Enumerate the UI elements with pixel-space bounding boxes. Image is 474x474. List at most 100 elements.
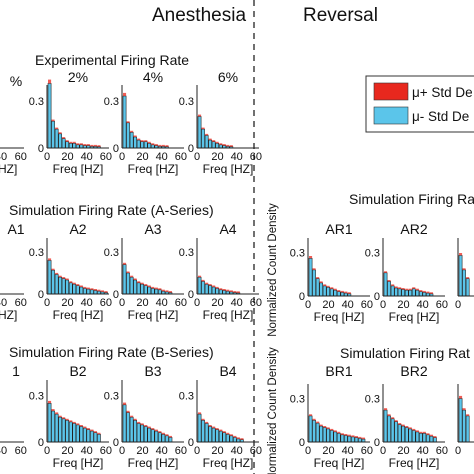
bar-2-5 xyxy=(140,141,145,149)
bar-6-3 xyxy=(133,279,138,295)
panel-title-1: 2% xyxy=(68,69,88,85)
std-cap-6-7 xyxy=(147,285,151,287)
bar-7-7 xyxy=(222,290,227,295)
ytick-0.3-15: 0.3 xyxy=(290,394,305,406)
ytick-0.3-10: 0.3 xyxy=(104,391,119,403)
bar-16-7 xyxy=(408,428,413,443)
ytick-0-10: 0 xyxy=(113,437,119,449)
std-cap-2-11 xyxy=(161,144,165,147)
std-cap-5-4 xyxy=(62,277,66,279)
std-cap-11-3 xyxy=(208,425,212,427)
ytick-0-6: 0 xyxy=(113,289,119,301)
std-cap-6-13 xyxy=(168,291,172,293)
std-cap-13-10 xyxy=(419,290,423,292)
std-cap-6-6 xyxy=(144,284,148,286)
xtick-20-15: 20 xyxy=(322,445,334,457)
std-cap-15-3 xyxy=(319,424,323,427)
std-cap-9-9 xyxy=(79,425,83,427)
std-cap-11-5 xyxy=(215,428,219,430)
panel-title-8: 1 xyxy=(12,363,20,379)
xlabel-0: [HZ] xyxy=(0,162,17,176)
panel-title-13: AR2 xyxy=(400,221,427,237)
xtick-60-9: 60 xyxy=(100,445,112,457)
xtick-20-7: 20 xyxy=(211,297,223,309)
bar-12-5 xyxy=(326,286,331,297)
xlabel-7: Freq [HZ] xyxy=(203,308,254,322)
bar-15-7 xyxy=(333,431,338,443)
std-cap-15-11 xyxy=(347,434,351,437)
std-cap-9-11 xyxy=(86,428,90,430)
bar-5-11 xyxy=(86,288,91,295)
std-cap-5-14 xyxy=(97,289,101,292)
bar-16-8 xyxy=(411,430,416,443)
xtick-0-7: 0 xyxy=(194,297,200,309)
bar-6-5 xyxy=(140,283,145,295)
std-cap-7-6 xyxy=(219,288,223,290)
bar-1-2 xyxy=(54,128,59,149)
std-cap-7-5 xyxy=(215,286,219,289)
bar-9-7 xyxy=(72,423,77,443)
bar-9-6 xyxy=(68,421,73,443)
std-cap-3-5 xyxy=(215,141,219,144)
std-cap-5-8 xyxy=(76,284,80,286)
xtick-0-14: 0 xyxy=(455,299,461,311)
panel-title-5: A2 xyxy=(69,221,86,237)
xtick-0-12: 0 xyxy=(305,299,311,311)
std-cap-13-1 xyxy=(387,280,391,282)
std-cap-2-1 xyxy=(126,121,130,123)
ytick-0.3-5: 0.3 xyxy=(29,247,44,259)
bar-10-9 xyxy=(154,430,159,443)
xlabel-9: Freq [HZ] xyxy=(53,456,104,470)
bar-5-5 xyxy=(65,279,69,295)
bar-9-3 xyxy=(58,416,62,443)
bar-11-6 xyxy=(218,430,223,443)
std-cap-1-3 xyxy=(58,132,62,134)
bar-15-4 xyxy=(322,427,327,443)
std-cap-5-10 xyxy=(83,286,87,289)
row-title-reversal-a: Simulation Firing Rat xyxy=(349,191,474,207)
std-cap-17-1 xyxy=(462,408,466,411)
panel-title-2: 4% xyxy=(143,69,163,85)
bar-9-13 xyxy=(93,432,98,443)
bar-2-2 xyxy=(129,132,134,149)
bar-13-11 xyxy=(422,292,427,297)
std-cap-16-10 xyxy=(419,431,423,434)
panel-14: 0 xyxy=(455,238,474,311)
ytick-0-11: 0 xyxy=(188,437,194,449)
xtick-40-12: 40 xyxy=(342,299,354,311)
std-cap-6-5 xyxy=(140,282,144,285)
std-cap-1-9 xyxy=(79,143,83,145)
bar-16-0 xyxy=(383,409,388,443)
xlabel-10: Freq [HZ] xyxy=(128,456,179,470)
xtick-0-1: 0 xyxy=(44,151,50,163)
std-cap-10-4 xyxy=(137,421,141,424)
bar-6-0 xyxy=(122,264,127,295)
std-cap-6-4 xyxy=(137,281,141,283)
ytick-0.3-2: 0.3 xyxy=(104,96,119,108)
std-cap-9-14 xyxy=(97,432,101,435)
panel-title-11: B4 xyxy=(219,363,236,379)
xtick-40-16: 40 xyxy=(417,445,429,457)
std-cap-1-14 xyxy=(97,145,101,147)
std-cap-3-0 xyxy=(198,114,202,117)
bar-6-1 xyxy=(126,272,130,295)
std-cap-12-5 xyxy=(326,285,330,288)
std-cap-6-3 xyxy=(133,278,137,280)
xlabel-11: Freq [HZ] xyxy=(203,456,254,470)
xtick-20-11: 20 xyxy=(211,445,223,457)
std-cap-5-1 xyxy=(51,268,55,271)
xtick-60-6: 60 xyxy=(175,297,187,309)
bar-3-5 xyxy=(215,143,220,149)
bar-17-1 xyxy=(462,409,466,443)
bar-7-3 xyxy=(208,285,213,295)
std-cap-1-2 xyxy=(55,127,59,130)
bar-13-6 xyxy=(404,289,409,297)
xtick-20-5: 20 xyxy=(61,297,73,309)
std-cap-15-4 xyxy=(323,426,327,428)
bar-12-3 xyxy=(319,282,324,297)
std-cap-12-0 xyxy=(309,256,313,259)
bar-2-3 xyxy=(133,136,138,149)
